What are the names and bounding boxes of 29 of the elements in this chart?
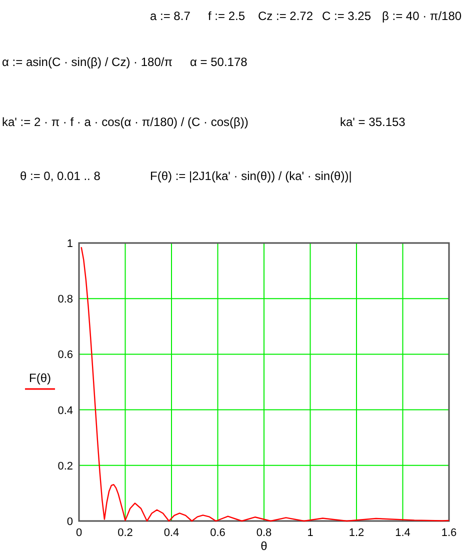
y-tick-label: 0.6	[58, 349, 73, 362]
x-tick-label: 0	[76, 527, 82, 539]
x-tick-label: 1	[307, 527, 314, 539]
text: α := asin(C · sin(β) / Cz) · 180/π	[2, 55, 172, 69]
text: F(θ) := |2J1(ka' · sin(θ)) / (ka' · sin(θ))|	[150, 169, 352, 183]
y-tick-label: 0.4	[58, 404, 73, 417]
text: β := 40 · π/180	[382, 9, 462, 23]
text: ka' := 2 · π · f · a · cos(α · π/180) / (C · cos(β))	[2, 115, 248, 129]
line-series	[80, 246, 450, 522]
text: a := 8.7	[150, 9, 191, 23]
x-tick-label: 0.6	[210, 527, 226, 539]
x-tick-label: 0.4	[164, 527, 180, 539]
y-tick-label: 0.8	[58, 294, 73, 306]
y-tick-label: 0	[66, 516, 73, 528]
x-tick-label: 1.4	[395, 527, 410, 539]
x-tick-label: 0.2	[118, 527, 133, 539]
text: ka' = 35.153	[340, 115, 406, 129]
x-axis-title: θ	[260, 539, 268, 553]
text: C := 3.25	[322, 9, 372, 23]
text: α = 50.178	[190, 55, 248, 69]
text: F(θ)	[29, 371, 51, 385]
y-tick-label: 0.2	[58, 460, 73, 472]
x-tick-label: 0.8	[256, 527, 272, 539]
y-tick-label: 1	[66, 238, 73, 250]
x-tick-label: 1.6	[441, 527, 457, 539]
text: θ := 0, 0.01 .. 8	[20, 169, 101, 183]
text: Cz := 2.72	[258, 9, 314, 23]
x-tick-label: 1.2	[348, 527, 364, 539]
text: f := 2.5	[208, 9, 246, 23]
